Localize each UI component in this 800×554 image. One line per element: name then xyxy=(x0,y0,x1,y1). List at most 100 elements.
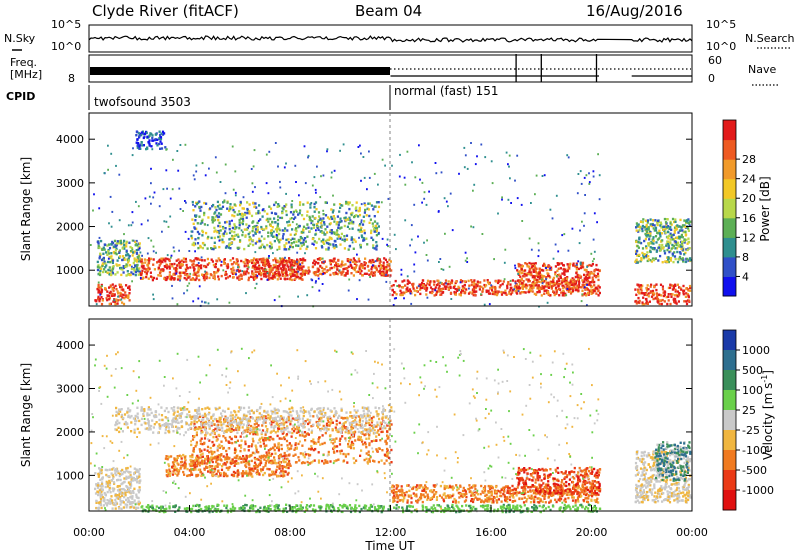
data-cell xyxy=(302,269,305,273)
data-cell xyxy=(119,291,122,295)
data-cell xyxy=(234,191,237,194)
data-cell xyxy=(374,205,377,208)
data-cell xyxy=(285,203,288,206)
data-cell xyxy=(586,273,589,276)
data-cell xyxy=(363,220,366,223)
data-cell xyxy=(192,222,195,225)
data-cell xyxy=(250,469,253,472)
data-cell xyxy=(284,260,287,263)
data-cell xyxy=(227,468,230,471)
data-cell xyxy=(251,190,254,193)
data-cell xyxy=(663,300,666,303)
data-cell xyxy=(680,247,683,251)
data-cell xyxy=(280,474,283,477)
data-cell xyxy=(125,254,128,257)
data-cell xyxy=(135,239,138,243)
data-cell xyxy=(249,472,252,475)
data-cell xyxy=(328,242,331,246)
cpid-program-1: twofsound 3503 xyxy=(94,95,191,109)
data-cell xyxy=(277,215,280,218)
data-cell xyxy=(461,287,465,291)
data-cell xyxy=(511,279,514,282)
data-cell xyxy=(545,267,547,269)
data-cell xyxy=(375,227,379,230)
data-cell xyxy=(326,269,329,272)
data-cell xyxy=(131,505,134,508)
data-cell xyxy=(491,292,494,296)
data-cell xyxy=(429,281,432,284)
data-cell xyxy=(347,218,350,221)
data-cell xyxy=(645,235,648,238)
data-cell xyxy=(196,222,199,225)
data-cell xyxy=(294,270,297,274)
data-cell xyxy=(463,283,466,287)
data-cell xyxy=(357,146,360,148)
data-cell xyxy=(111,283,114,286)
data-cell xyxy=(672,287,675,290)
data-cell xyxy=(564,268,567,271)
data-cell xyxy=(573,280,576,284)
data-cell xyxy=(182,257,185,260)
data-cell xyxy=(203,275,206,278)
data-cell xyxy=(268,473,271,476)
data-cell xyxy=(251,239,255,242)
data-cell xyxy=(674,290,677,293)
data-cell xyxy=(541,284,544,288)
data-cell xyxy=(137,500,140,503)
data-cell xyxy=(317,277,320,280)
data-cell xyxy=(688,284,692,288)
data-cell xyxy=(317,268,320,271)
data-cell xyxy=(557,284,560,288)
data-cell xyxy=(519,291,522,294)
data-cell xyxy=(119,503,122,506)
data-cell xyxy=(254,287,257,290)
data-cell xyxy=(555,289,558,292)
data-cell xyxy=(518,272,521,275)
data-cell xyxy=(667,258,670,261)
data-cell xyxy=(180,457,183,460)
data-cell xyxy=(216,200,219,204)
data-cell xyxy=(141,266,144,269)
data-cell xyxy=(372,238,375,242)
data-cell xyxy=(353,268,356,272)
data-cell xyxy=(440,268,443,270)
data-cell xyxy=(218,203,221,207)
data-cell xyxy=(135,141,138,144)
data-cell xyxy=(360,269,363,273)
data-cell xyxy=(338,203,342,206)
data-cell xyxy=(390,423,393,426)
data-cell xyxy=(286,260,289,264)
data-cell xyxy=(645,247,648,250)
data-cell xyxy=(125,506,128,509)
data-cell xyxy=(229,203,232,206)
data-cell xyxy=(671,293,674,296)
data-cell xyxy=(374,260,377,263)
data-cell xyxy=(227,421,230,425)
data-cell xyxy=(193,227,197,230)
data-cell xyxy=(317,461,321,464)
data-cell xyxy=(643,302,646,306)
data-cell xyxy=(223,199,226,202)
data-cell xyxy=(179,144,182,146)
data-cell xyxy=(208,459,211,463)
data-cell xyxy=(106,481,109,485)
data-cell xyxy=(319,196,322,199)
data-cell xyxy=(566,288,569,292)
data-cell xyxy=(417,285,420,288)
data-cell xyxy=(564,292,567,295)
data-cell xyxy=(189,468,193,471)
data-cell xyxy=(357,215,360,218)
data-cell xyxy=(260,454,263,458)
data-cell xyxy=(208,167,210,170)
data-cell xyxy=(446,283,449,286)
data-cell xyxy=(459,294,462,297)
data-cell xyxy=(125,249,128,252)
data-cell xyxy=(361,264,364,267)
data-cell xyxy=(672,298,675,301)
data-cell xyxy=(229,259,232,262)
data-cell xyxy=(425,293,428,296)
data-cell xyxy=(165,148,168,151)
data-cell xyxy=(138,247,141,250)
colorbar-swatch xyxy=(723,120,736,141)
data-cell xyxy=(122,470,125,474)
